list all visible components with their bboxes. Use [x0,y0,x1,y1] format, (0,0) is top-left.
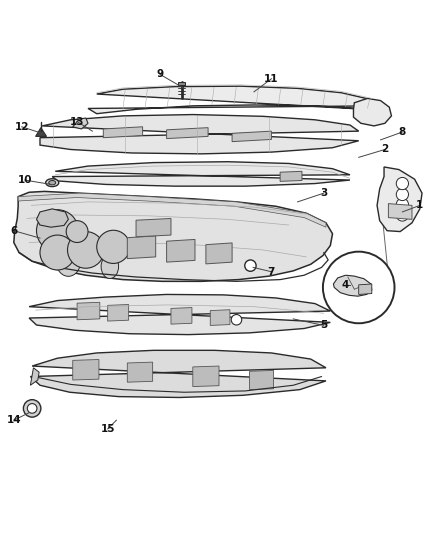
Ellipse shape [46,179,59,187]
Circle shape [36,210,78,252]
Text: 1: 1 [416,200,424,211]
Polygon shape [77,302,100,320]
Polygon shape [166,239,195,262]
Ellipse shape [101,254,119,279]
Polygon shape [40,115,359,154]
Polygon shape [30,368,39,385]
Polygon shape [52,161,350,186]
Polygon shape [103,127,143,138]
Polygon shape [359,284,372,294]
Circle shape [396,188,409,200]
Text: 11: 11 [264,74,279,84]
Polygon shape [14,191,332,281]
Polygon shape [127,236,155,259]
Polygon shape [73,118,88,129]
Polygon shape [166,128,208,139]
Text: 9: 9 [156,69,164,79]
Circle shape [40,235,75,270]
Circle shape [231,314,242,325]
Polygon shape [108,304,129,321]
Circle shape [97,230,130,263]
Polygon shape [377,167,422,231]
Polygon shape [127,362,152,382]
Circle shape [396,198,409,211]
Polygon shape [88,86,381,114]
Text: 15: 15 [100,424,115,434]
Ellipse shape [57,248,81,276]
Ellipse shape [49,181,56,185]
Polygon shape [73,359,99,380]
Polygon shape [178,82,185,85]
Circle shape [323,252,395,323]
Text: 2: 2 [381,144,389,155]
Circle shape [27,403,37,413]
Polygon shape [353,99,392,126]
Polygon shape [29,294,330,335]
Polygon shape [210,310,230,326]
Circle shape [23,400,41,417]
Text: 14: 14 [7,415,21,425]
Circle shape [67,231,104,268]
Text: 3: 3 [320,188,328,198]
Polygon shape [333,275,372,296]
Text: 8: 8 [399,127,406,137]
Text: 7: 7 [268,266,275,277]
Circle shape [66,221,88,243]
Polygon shape [136,219,171,237]
Polygon shape [171,308,192,324]
Text: 10: 10 [18,175,32,185]
Polygon shape [389,204,412,220]
Text: 12: 12 [14,122,29,132]
Polygon shape [232,131,272,142]
Polygon shape [250,370,274,390]
Text: 6: 6 [10,225,18,236]
Circle shape [396,177,409,190]
Text: 13: 13 [70,117,85,126]
Polygon shape [36,209,68,227]
Circle shape [396,209,409,221]
Text: 4: 4 [342,280,349,290]
Polygon shape [193,366,219,386]
Polygon shape [35,128,46,136]
Text: 5: 5 [320,320,328,330]
Polygon shape [280,171,302,181]
Polygon shape [206,243,232,264]
Polygon shape [30,350,326,398]
Circle shape [245,260,256,271]
Polygon shape [18,193,326,227]
